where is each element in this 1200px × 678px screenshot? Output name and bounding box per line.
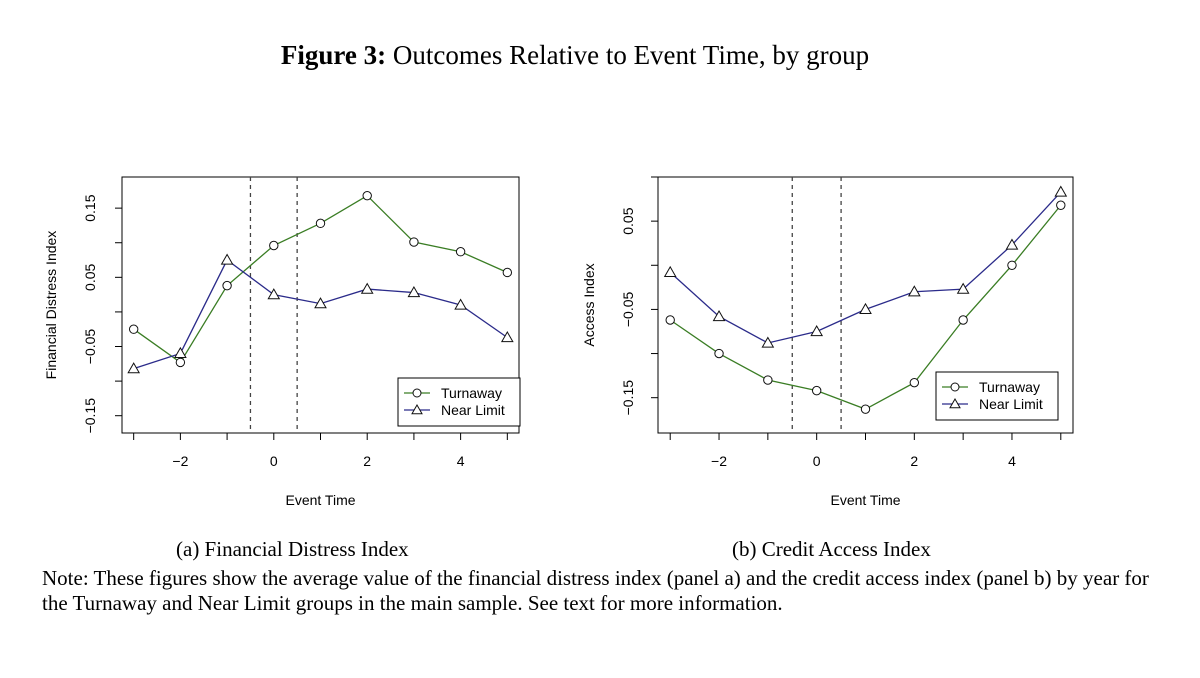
- data-point-turnaway: [860, 404, 871, 414]
- x-tick-label: −2: [711, 453, 727, 469]
- data-point-turnaway: [714, 348, 724, 359]
- y-tick-label: −0.05: [82, 329, 98, 365]
- data-point-turnaway: [958, 315, 968, 325]
- data-point-near-limit: [663, 265, 677, 277]
- data-point-near-limit: [761, 336, 775, 348]
- legend-label: Near Limit: [979, 396, 1043, 412]
- data-point-turnaway: [811, 385, 822, 396]
- data-point-near-limit: [712, 309, 726, 322]
- data-point-near-limit: [1054, 185, 1068, 197]
- figure-title: Figure 3: Outcomes Relative to Event Tim…: [0, 40, 1150, 71]
- data-point-near-limit: [220, 253, 234, 265]
- x-tick-label: −2: [172, 453, 188, 469]
- x-axis-label: Event Time: [285, 492, 355, 508]
- data-point-turnaway: [763, 375, 773, 385]
- data-point-turnaway: [409, 237, 419, 247]
- data-point-turnaway: [502, 267, 513, 278]
- legend-marker-circle: [412, 388, 422, 398]
- data-point-turnaway: [269, 240, 279, 251]
- y-tick-label: 0.05: [82, 263, 98, 290]
- y-tick-label: −0.05: [620, 291, 636, 327]
- data-point-turnaway: [175, 357, 186, 368]
- x-tick-label: 2: [910, 453, 918, 469]
- data-point-turnaway: [909, 377, 920, 388]
- data-point-turnaway: [1056, 200, 1066, 210]
- data-point-near-limit: [360, 282, 374, 294]
- legend-box: [935, 371, 1059, 421]
- legend-label: Near Limit: [441, 402, 505, 418]
- data-point-turnaway: [1007, 260, 1017, 270]
- y-tick-label: −0.15: [620, 380, 636, 416]
- data-point-near-limit: [956, 282, 970, 294]
- data-point-turnaway: [222, 280, 232, 291]
- data-point-near-limit: [454, 298, 467, 310]
- figure-title-text: Outcomes Relative to Event Time, by grou…: [392, 40, 870, 70]
- legend-label: Turnaway: [441, 385, 502, 401]
- y-tick-label: 0.05: [620, 207, 636, 234]
- x-tick-label: 0: [270, 453, 278, 469]
- legend-label: Turnaway: [979, 379, 1040, 395]
- y-axis-label: Financial Distress Index: [43, 231, 59, 380]
- chart-panel-a: −2 0 2 4 Event Time −0.15 −0.05 0.05 0.15 Financi…: [43, 176, 521, 508]
- data-point-near-limit: [174, 346, 187, 359]
- x-axis-label: Event Time: [830, 492, 900, 508]
- data-point-near-limit: [1005, 238, 1019, 250]
- data-point-near-limit: [859, 302, 872, 315]
- data-point-turnaway: [665, 315, 675, 325]
- x-tick-label: 0: [813, 453, 821, 469]
- y-tick-label: 0.15: [82, 194, 98, 221]
- caption-panel-b: (b) Credit Access Index: [732, 537, 931, 561]
- data-point-near-limit: [907, 285, 921, 297]
- data-point-near-limit: [500, 331, 514, 343]
- chart-panel-b: −2 0 2 4 Event Time −0.15 −0.05 0.05 Access Inde…: [581, 176, 1074, 508]
- legend-marker-triangle: [411, 403, 423, 415]
- data-point-turnaway: [455, 247, 466, 257]
- data-point-turnaway: [362, 190, 372, 201]
- legend-box: [397, 377, 521, 427]
- data-point-near-limit: [407, 286, 421, 298]
- data-point-near-limit: [810, 324, 824, 337]
- series-line-near-limit: [669, 191, 1062, 344]
- x-tick-label: 4: [457, 453, 465, 469]
- legend-marker-circle: [950, 382, 960, 392]
- data-point-near-limit: [127, 362, 141, 374]
- data-point-turnaway: [128, 324, 139, 334]
- data-point-near-limit: [314, 297, 327, 309]
- figure-note: Note: These figures show the average val…: [42, 566, 1149, 615]
- figure-label: Figure 3:: [280, 40, 387, 70]
- x-tick-label: 4: [1008, 453, 1016, 469]
- data-point-near-limit: [267, 288, 281, 300]
- y-tick-label: −0.15: [82, 398, 98, 434]
- data-point-turnaway: [315, 218, 326, 229]
- y-axis-label: Access Index: [581, 263, 597, 346]
- legend-marker-triangle: [949, 397, 961, 409]
- caption-panel-a: (a) Financial Distress Index: [176, 537, 409, 561]
- x-tick-label: 2: [363, 453, 371, 469]
